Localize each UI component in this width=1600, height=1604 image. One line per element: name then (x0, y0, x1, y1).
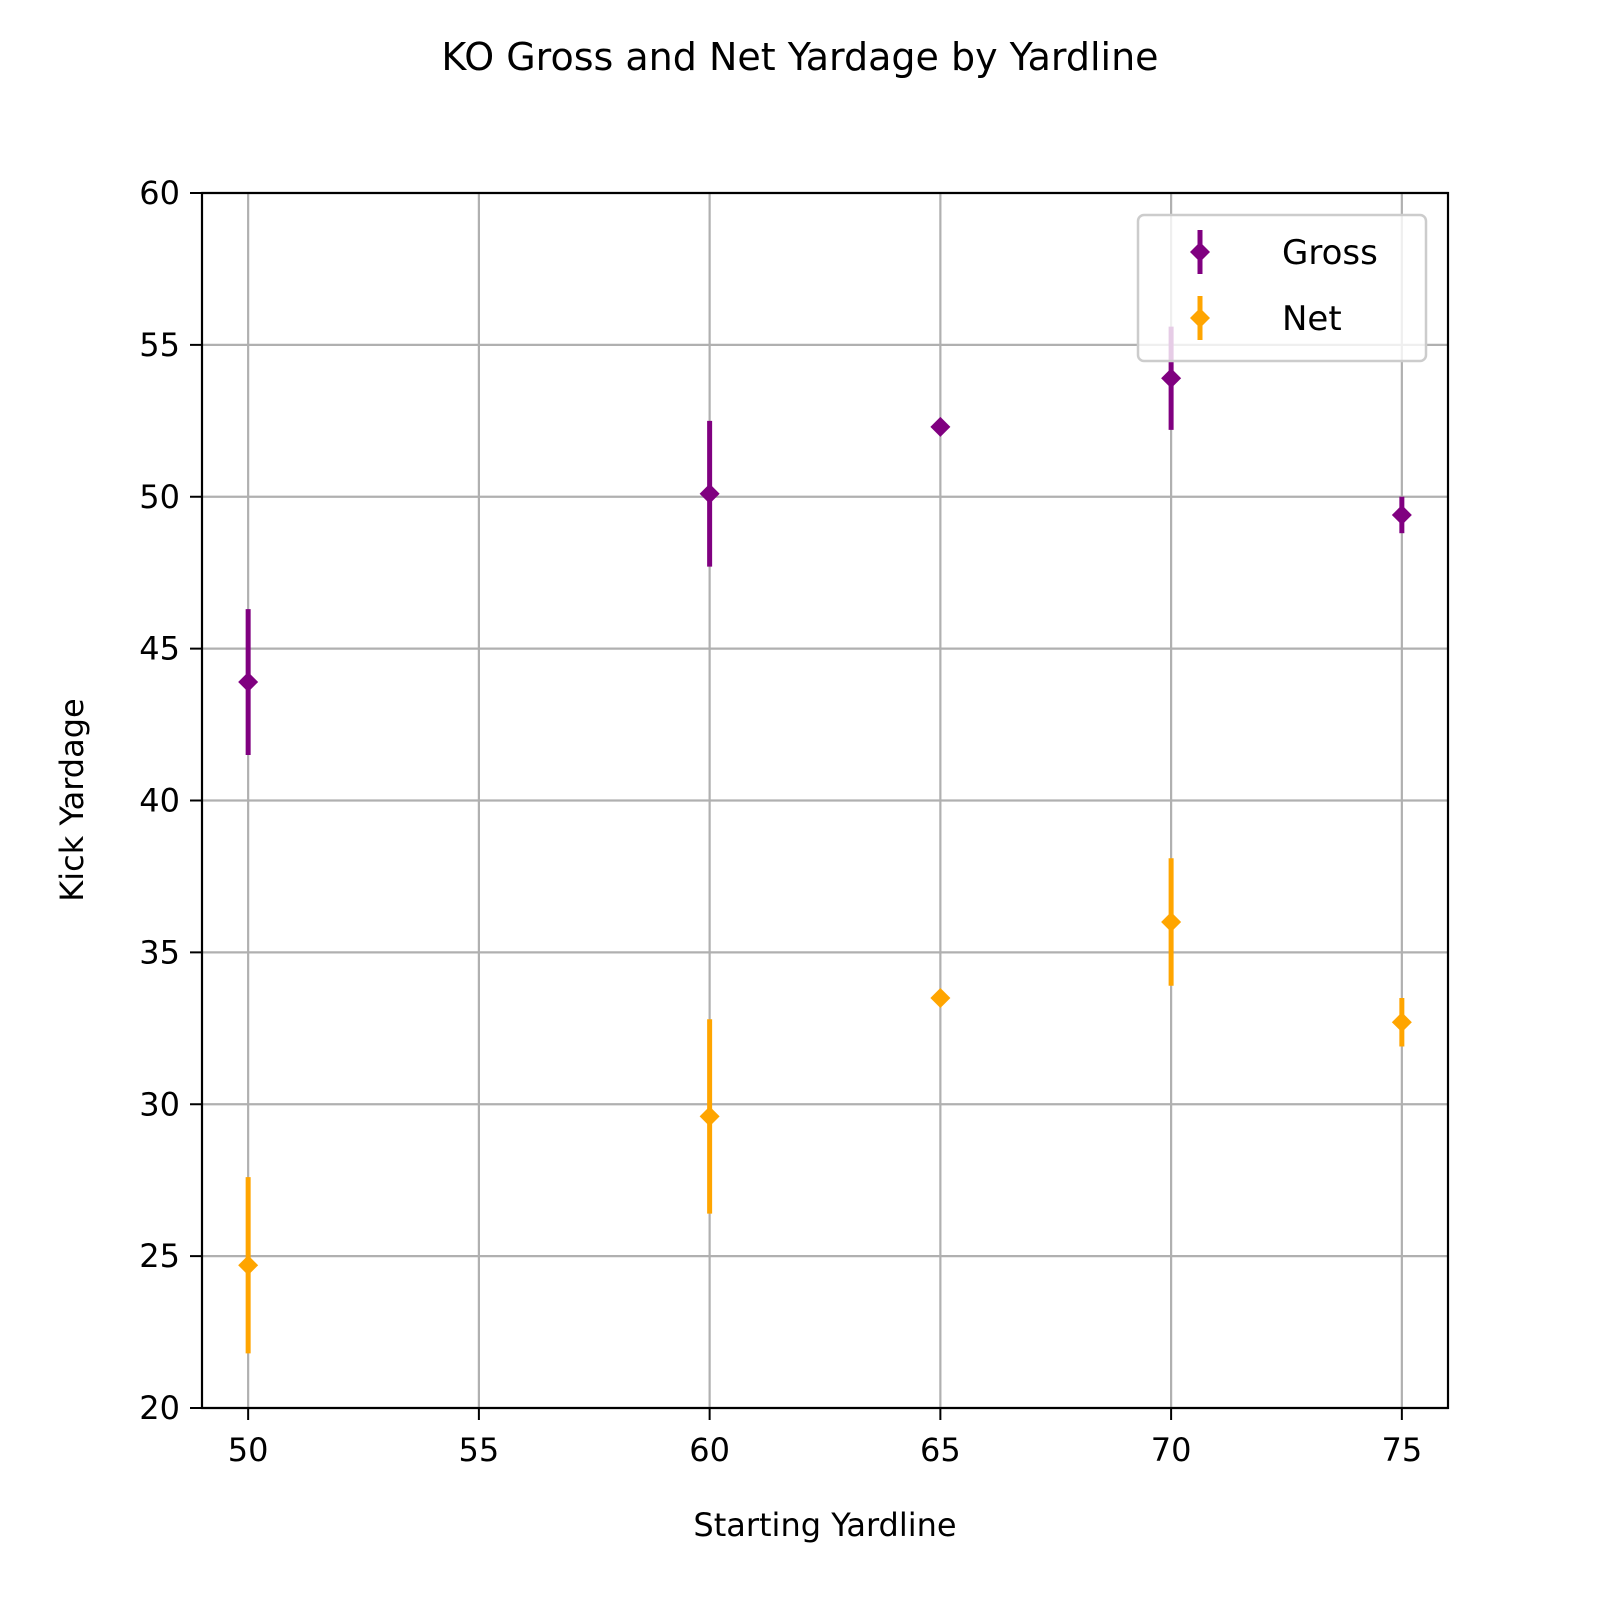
legend-box (1136, 213, 1428, 363)
x-tick-label: 75 (1381, 1431, 1422, 1469)
y-tick-label: 35 (139, 933, 180, 971)
data-point (1161, 912, 1182, 932)
series-gross (238, 326, 1412, 755)
y-tick-label: 55 (139, 326, 180, 364)
y-tick-label: 20 (139, 1389, 180, 1427)
chart-title: KO Gross and Net Yardage by Yardline (441, 35, 1158, 79)
data-point (238, 1255, 259, 1276)
y-tick-label: 40 (139, 782, 180, 820)
x-tick-label: 65 (920, 1431, 961, 1469)
legend: Gross Net (1136, 213, 1428, 363)
axes: 50 55 60 65 70 75 20 25 30 35 40 45 50 55 60 (139, 174, 1450, 1469)
x-tick-label: 50 (228, 1431, 269, 1469)
series-net (238, 858, 1412, 1354)
legend-marker (1190, 308, 1210, 328)
x-axis-label: Starting Yardline (693, 1506, 956, 1544)
x-tick-label: 70 (1151, 1431, 1192, 1469)
y-tick-label: 50 (139, 478, 180, 516)
legend-label: Net (1282, 299, 1342, 339)
grid-lines (202, 191, 1448, 1410)
data-series (238, 326, 1412, 1354)
data-point (930, 416, 951, 437)
legend-marker (1190, 242, 1210, 262)
data-point (1161, 368, 1182, 389)
y-tick-label: 45 (139, 630, 180, 668)
x-tick-label: 60 (689, 1431, 730, 1469)
data-point (1391, 504, 1412, 525)
y-tick-label: 60 (139, 174, 180, 212)
legend-label: Gross (1282, 233, 1378, 273)
data-point (699, 483, 720, 504)
data-point (1391, 1012, 1412, 1033)
y-tick-label: 25 (139, 1237, 180, 1275)
data-point (699, 1106, 720, 1127)
y-tick-label: 30 (139, 1085, 180, 1123)
x-tick-label: 55 (459, 1431, 500, 1469)
data-point (930, 987, 951, 1008)
y-axis-label: Kick Yardage (53, 698, 91, 901)
data-point (238, 672, 259, 693)
